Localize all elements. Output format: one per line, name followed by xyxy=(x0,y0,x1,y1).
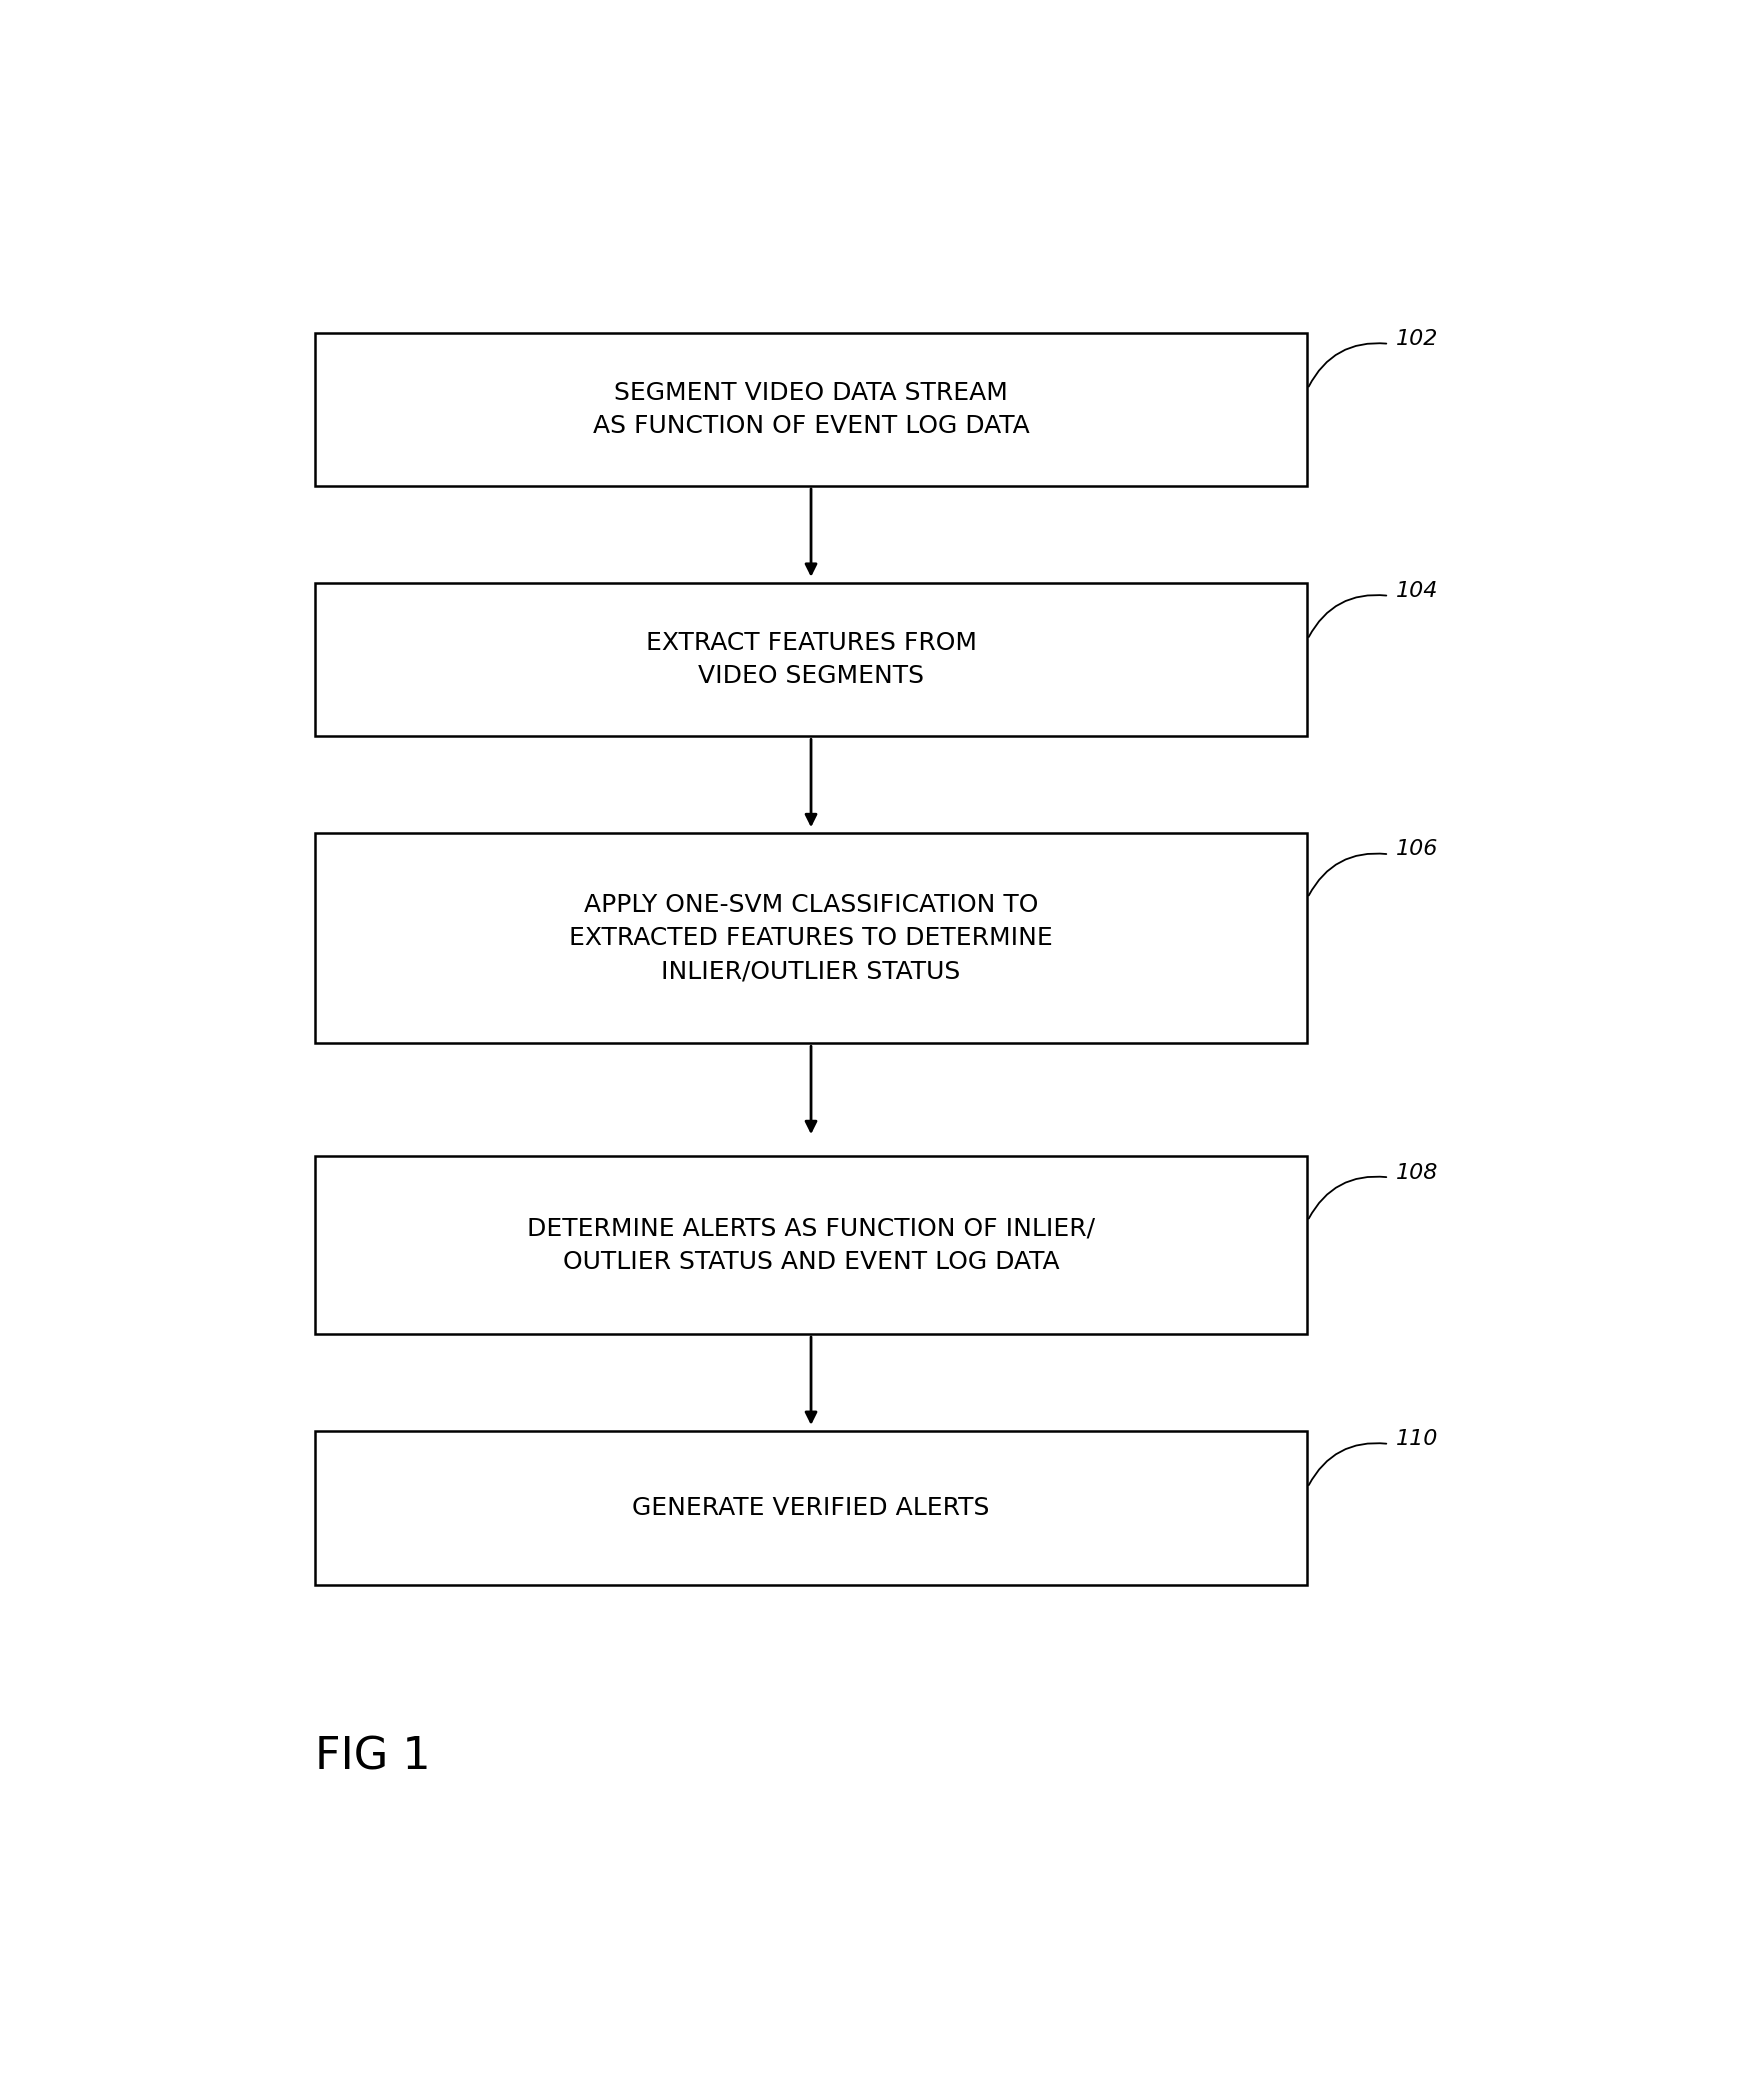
Text: SEGMENT VIDEO DATA STREAM
AS FUNCTION OF EVENT LOG DATA: SEGMENT VIDEO DATA STREAM AS FUNCTION OF… xyxy=(593,380,1030,438)
Text: APPLY ONE-SVM CLASSIFICATION TO
EXTRACTED FEATURES TO DETERMINE
INLIER/OUTLIER S: APPLY ONE-SVM CLASSIFICATION TO EXTRACTE… xyxy=(569,894,1053,984)
Text: 104: 104 xyxy=(1395,581,1439,600)
Text: FIG 1: FIG 1 xyxy=(314,1735,430,1779)
Text: 102: 102 xyxy=(1395,329,1439,348)
FancyBboxPatch shape xyxy=(314,583,1307,736)
FancyBboxPatch shape xyxy=(314,1431,1307,1584)
FancyBboxPatch shape xyxy=(314,1156,1307,1334)
Text: GENERATE VERIFIED ALERTS: GENERATE VERIFIED ALERTS xyxy=(632,1496,990,1519)
Text: 106: 106 xyxy=(1395,839,1439,860)
Text: 110: 110 xyxy=(1395,1429,1439,1450)
Text: 108: 108 xyxy=(1395,1162,1439,1183)
FancyBboxPatch shape xyxy=(314,833,1307,1043)
FancyBboxPatch shape xyxy=(314,334,1307,487)
Text: EXTRACT FEATURES FROM
VIDEO SEGMENTS: EXTRACT FEATURES FROM VIDEO SEGMENTS xyxy=(646,631,976,688)
Text: DETERMINE ALERTS AS FUNCTION OF INLIER/
OUTLIER STATUS AND EVENT LOG DATA: DETERMINE ALERTS AS FUNCTION OF INLIER/ … xyxy=(526,1217,1095,1273)
